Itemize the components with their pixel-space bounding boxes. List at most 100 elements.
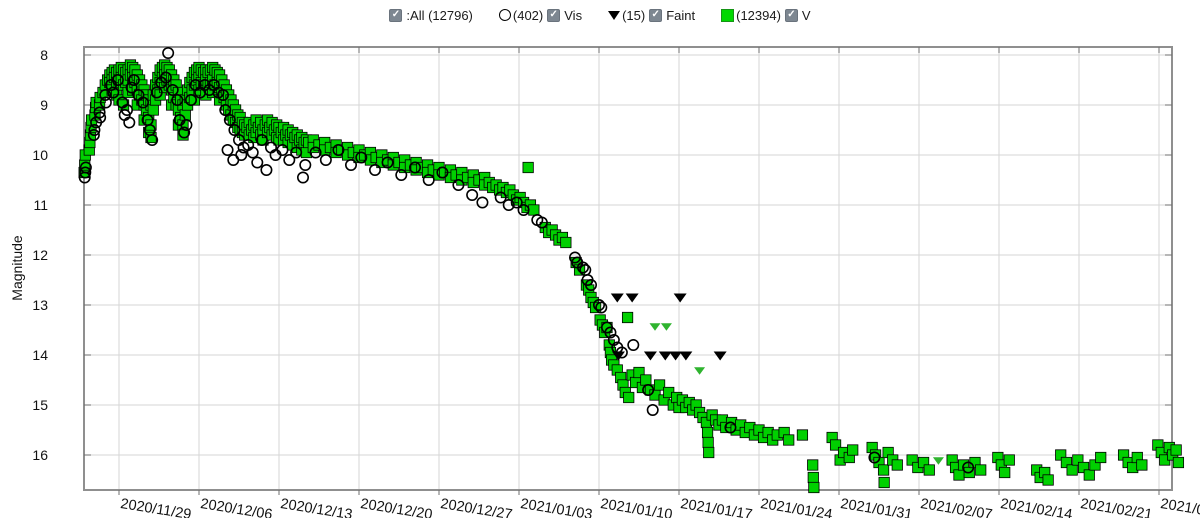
data-point-faint	[713, 351, 727, 361]
data-point-vis	[355, 151, 368, 164]
data-point-vis	[452, 179, 465, 192]
data-point-vis	[290, 146, 303, 159]
data-point-v	[878, 476, 890, 489]
data-point-v	[807, 459, 819, 471]
data-point-faint	[932, 457, 944, 465]
data-point-vis	[868, 451, 881, 464]
data-point-faint	[625, 293, 639, 303]
check-icon: ✓	[391, 9, 401, 20]
data-point-vis	[125, 81, 138, 94]
faint-checkbox[interactable]: ✓	[649, 8, 663, 22]
data-point-v	[560, 236, 572, 249]
data-point-v	[1095, 451, 1107, 464]
data-point-vis	[94, 111, 107, 124]
data-point-vis	[535, 216, 548, 229]
data-point-vis	[185, 94, 198, 107]
data-point-vis	[121, 104, 134, 117]
data-point-v	[528, 204, 540, 216]
data-point-vis	[962, 461, 975, 474]
data-point-faint	[610, 293, 624, 303]
data-point-v	[653, 379, 666, 391]
data-point-v	[703, 446, 715, 459]
x-tick-label: 2020/12/27	[439, 496, 513, 518]
data-point-vis	[150, 86, 163, 99]
data-point-vis	[381, 156, 394, 169]
data-point-v	[1172, 456, 1185, 469]
data-point-v	[877, 464, 890, 476]
data-point-vis	[251, 156, 264, 169]
vis-checkbox[interactable]: ✓	[547, 8, 561, 22]
v-checkbox[interactable]: ✓	[784, 8, 798, 22]
data-point-vis	[299, 159, 312, 172]
data-point-vis	[604, 326, 617, 339]
data-point-vis	[332, 144, 345, 157]
data-point-vis	[319, 154, 332, 167]
data-point-v	[783, 434, 795, 446]
data-point-vis	[221, 144, 234, 157]
data-point-faint	[658, 351, 672, 361]
data-point-vis	[235, 149, 248, 162]
data-point-vis	[466, 189, 479, 202]
data-point-vis	[219, 104, 232, 117]
data-point-vis	[228, 124, 241, 137]
data-point-vis	[99, 96, 112, 109]
data-point-vis	[87, 129, 100, 142]
data-point-vis	[127, 74, 140, 87]
data-point-vis	[592, 298, 605, 311]
y-tick-label: 8	[40, 47, 48, 63]
faint-triangle-icon	[608, 10, 621, 20]
data-point-v	[702, 436, 714, 449]
data-point-vis	[422, 174, 435, 187]
x-tick-label: 2020/12/06	[199, 496, 273, 518]
data-point-vis	[171, 94, 184, 107]
data-point-vis	[502, 199, 515, 212]
data-point-vis	[146, 134, 159, 147]
data-point-vis	[123, 116, 136, 129]
x-tick-label: 2021/01/17	[679, 496, 753, 518]
data-point-v	[829, 439, 842, 451]
y-tick-label: 11	[33, 197, 48, 213]
data-point-v	[999, 466, 1011, 479]
data-point-vis	[180, 119, 193, 132]
data-point-vis	[494, 191, 507, 204]
data-point-v	[906, 454, 918, 466]
data-point-vis	[159, 71, 172, 84]
data-point-v	[1083, 469, 1095, 481]
v-count: (12394)	[736, 7, 781, 23]
data-point-vis	[162, 46, 175, 59]
data-point-v	[623, 391, 635, 404]
data-point-faint	[611, 351, 625, 361]
y-axis-title: Magnitude	[9, 235, 25, 301]
data-point-vis	[166, 84, 179, 97]
data-point-faint	[649, 323, 661, 331]
v-label: V	[801, 7, 811, 23]
data-point-v	[1060, 456, 1073, 469]
legend-group-vis: (402) ✓ Vis	[498, 8, 582, 23]
data-point-v	[621, 311, 634, 324]
data-point-v	[1089, 459, 1101, 471]
data-point-vis	[255, 134, 268, 147]
data-point-v	[1042, 474, 1054, 486]
data-point-v	[917, 456, 930, 469]
legend-group-all: ✓ :All (12796)	[389, 8, 473, 23]
data-point-vis	[111, 74, 124, 87]
data-point-v	[1066, 464, 1078, 476]
y-tick-label: 14	[32, 347, 48, 363]
x-tick-label: 2021/02/28	[1159, 496, 1200, 518]
x-tick-label: 2021/02/07	[919, 496, 993, 518]
all-checkbox[interactable]: ✓	[389, 8, 403, 22]
x-tick-label: 2021/01/03	[519, 496, 593, 518]
data-point-vis	[99, 89, 112, 102]
plot-border	[83, 46, 1173, 491]
data-point-vis	[646, 403, 659, 416]
faint-label: Faint	[666, 7, 696, 23]
data-point-vis	[223, 114, 236, 127]
legend: ✓ :All (12796) (402) ✓ Vis (15) ✓ Faint …	[0, 4, 1200, 26]
data-point-faint	[660, 323, 672, 331]
y-tick-label: 16	[32, 447, 48, 463]
y-tick-label: 13	[32, 297, 48, 313]
data-point-vis	[260, 164, 273, 177]
data-point-vis	[642, 383, 655, 396]
